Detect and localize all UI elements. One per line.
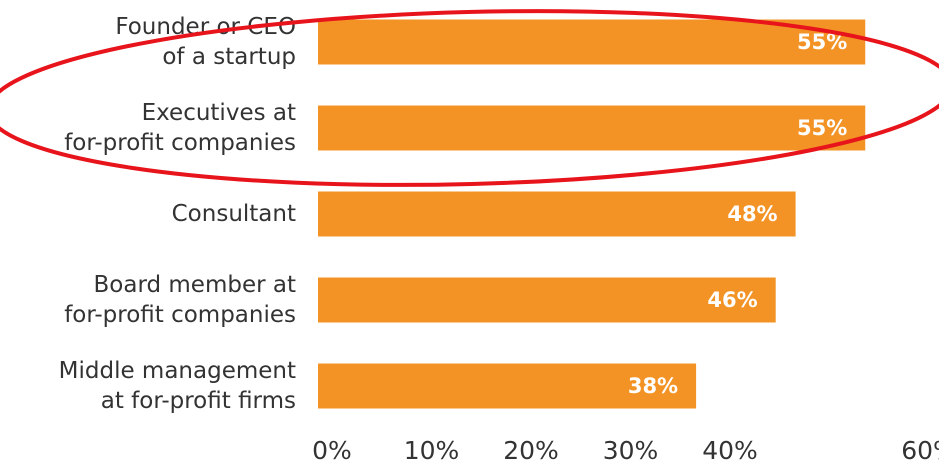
- category-label: Board member at for-profit companies: [64, 272, 296, 328]
- bar: [318, 277, 776, 323]
- value-label: 48%: [727, 202, 777, 226]
- value-label: 55%: [797, 116, 847, 140]
- category-label-line: for-profit companies: [64, 302, 296, 328]
- category-label-line: of a startup: [162, 44, 296, 70]
- value-label: 38%: [628, 374, 678, 398]
- x-tick-label: 60%: [901, 436, 939, 465]
- bar: [318, 105, 866, 151]
- category-label-line: for-profit companies: [64, 130, 296, 156]
- x-tick-label: 30%: [603, 436, 659, 465]
- category-label: Consultant: [172, 201, 296, 227]
- category-label: Middle management at for-profit firms: [59, 358, 296, 414]
- category-label-line: Board member at: [94, 272, 297, 298]
- x-tick-label: 20%: [503, 436, 559, 465]
- category-label-line: Middle management: [59, 358, 296, 384]
- x-tick-label: 40%: [702, 436, 758, 465]
- x-tick-label: 10%: [404, 436, 460, 465]
- bar: [318, 19, 866, 65]
- category-label-line: at for-profit firms: [101, 388, 296, 414]
- category-label-line: Consultant: [172, 201, 296, 227]
- bar: [318, 191, 796, 237]
- category-label: Executives at for-profit companies: [64, 100, 296, 156]
- value-label: 46%: [707, 288, 757, 312]
- bar: [318, 363, 697, 409]
- highlight-ellipse: [0, 9, 939, 187]
- category-label-line: Executives at: [142, 100, 296, 126]
- x-tick-label: 0%: [312, 436, 352, 465]
